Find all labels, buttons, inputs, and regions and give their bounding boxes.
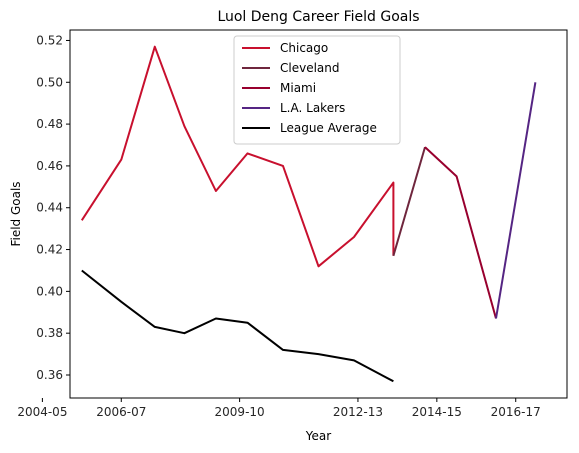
series-lines [80, 45, 537, 383]
series-line-chicago [80, 45, 395, 268]
y-tick-label: 0.52 [36, 33, 63, 47]
x-tick-label: 2016-17 [491, 405, 541, 419]
y-tick-label: 0.38 [36, 326, 63, 340]
y-axis-label: Field Goals [9, 181, 23, 246]
legend-label-chicago: Chicago [280, 41, 328, 55]
y-tick-label: 0.40 [36, 284, 63, 298]
series-line-l-a-lakers [495, 82, 537, 319]
x-axis-ticks: 2004-05 2006-07 2009-10 2012-13 2014-15 2016-… [17, 398, 541, 419]
y-tick-label: 0.50 [36, 75, 63, 89]
legend-label-league-average: League Average [280, 121, 377, 135]
legend-label-cleveland: Cleveland [280, 61, 340, 75]
plot-frame [69, 29, 568, 399]
x-axis-label: Year [305, 429, 331, 443]
y-tick-label: 0.42 [36, 243, 63, 257]
series-line-league-average [81, 269, 394, 383]
chart-title: Luol Deng Career Field Goals [217, 9, 419, 25]
legend-label-miami: Miami [280, 81, 316, 95]
y-tick-label: 0.44 [36, 201, 63, 215]
legend-box [233, 35, 401, 145]
y-tick-label: 0.46 [36, 159, 63, 173]
x-tick-label: 2006-07 [96, 405, 146, 419]
x-tick-label: 2004-05 [17, 405, 67, 419]
y-axis-ticks: 0.36 0.38 0.40 0.42 0.44 0.46 0.48 0.50 0.52 [36, 33, 70, 382]
x-tick-label: 2009-10 [215, 405, 265, 419]
y-tick-label: 0.48 [36, 117, 63, 131]
x-tick-label: 2012-13 [333, 405, 383, 419]
x-tick-label: 2014-15 [412, 405, 462, 419]
y-tick-label: 0.36 [36, 368, 63, 382]
legend-label-l-a-lakers: L.A. Lakers [280, 101, 345, 115]
series-line-cleveland [392, 146, 426, 257]
legend: Chicago Cleveland Miami L.A. Lakers League A… [233, 35, 401, 145]
series-line-miami [424, 146, 497, 319]
